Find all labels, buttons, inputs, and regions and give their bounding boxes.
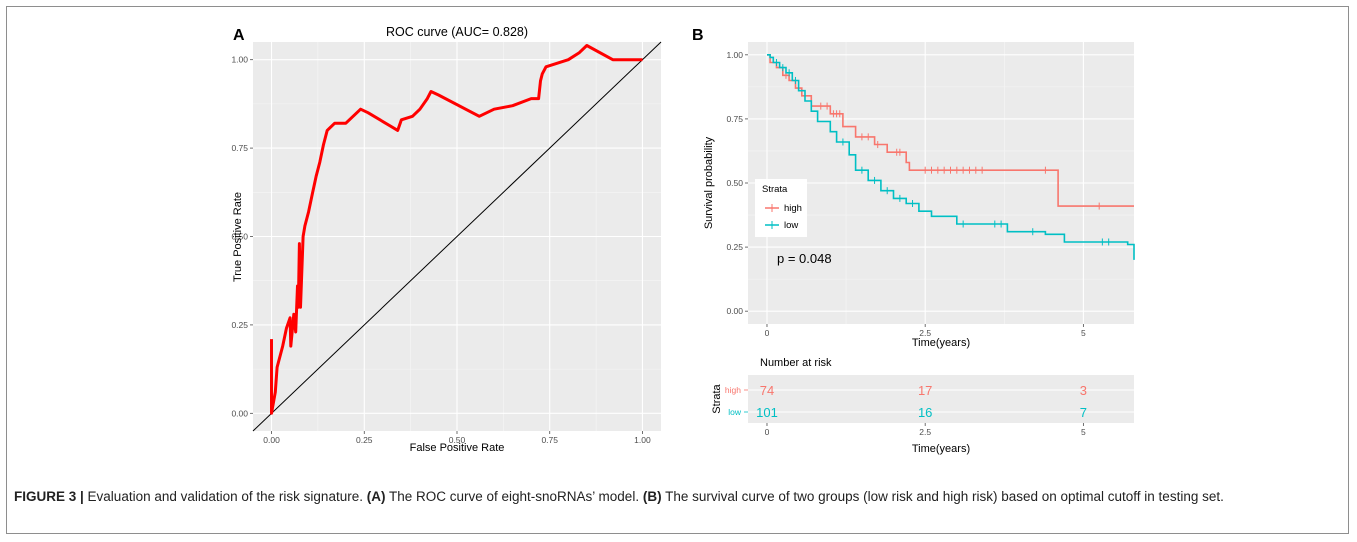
risk-table-y-title: Strata (711, 383, 723, 413)
legend-title: Strata (762, 184, 788, 195)
panel-label-a: A (233, 27, 245, 44)
survival-y-tick-label: 0.25 (726, 242, 743, 252)
survival-y-tick-label: 0.75 (726, 114, 743, 124)
roc-y-tick-label: 0.75 (231, 143, 248, 153)
caption-panel-a-text: The ROC curve of eight-snoRNAs’ model. (385, 489, 643, 504)
roc-grid (253, 42, 661, 431)
survival-chart: 0 2.5 5 0.00 0.25 0.50 0.75 1.00 Time(years) Su… (703, 42, 1135, 455)
survival-x-tick-label: 0 (765, 328, 770, 338)
figure-graphic: A B 0.00 0.00 0.25 0.25 0.50 0.50 0.75 0.75 1.00… (231, 25, 1135, 455)
risk-count-low: 7 (1080, 405, 1087, 420)
legend-box (755, 179, 807, 237)
risk-x-tick-label: 2.5 (919, 427, 931, 437)
survival-y-tick-label: 0.00 (726, 306, 743, 316)
roc-reference-diagonal (252, 41, 662, 432)
risk-count-high: 74 (760, 383, 774, 398)
roc-title: ROC curve (AUC= 0.828) (386, 25, 528, 39)
roc-x-tick-label: 0.75 (541, 435, 558, 445)
survival-legend: Strata high low (755, 179, 807, 237)
roc-x-tick-label: 1.00 (634, 435, 651, 445)
risk-count-low: 16 (918, 405, 932, 420)
roc-x-axis-title: False Positive Rate (410, 442, 505, 454)
survival-curve-low (767, 54, 1135, 260)
survival-y-axis-title: Survival probability (703, 136, 715, 229)
risk-table-title: Number at risk (760, 357, 832, 369)
caption-figure-label: FIGURE 3 | (14, 489, 84, 504)
survival-grid (748, 42, 1134, 324)
roc-y-tick-label: 0.25 (231, 320, 248, 330)
legend-label-low: low (784, 220, 798, 231)
risk-count-low: 101 (756, 405, 778, 420)
risk-count-high: 17 (918, 383, 932, 398)
risk-x-tick-label: 5 (1081, 427, 1086, 437)
risk-row-label-high: high (725, 385, 741, 395)
risk-table-background (748, 375, 1134, 423)
roc-y-tick-label: 1.00 (231, 55, 248, 65)
risk-table-x-title: Time(years) (912, 443, 970, 455)
caption-panel-b-label: (B) (642, 489, 662, 504)
p-value-annotation: p = 0.048 (777, 251, 832, 266)
roc-y-axis-title: True Positive Rate (232, 192, 244, 282)
roc-chart: 0.00 0.00 0.25 0.25 0.50 0.50 0.75 0.75 1.00 1.00… (231, 25, 662, 454)
survival-x-tick-label: 2.5 (919, 328, 931, 338)
survival-ticks: 0 2.5 5 0.00 0.25 0.50 0.75 1.00 (726, 50, 1086, 338)
legend-label-high: high (784, 203, 802, 214)
figure-caption: FIGURE 3 | Evaluation and validation of … (14, 486, 1344, 507)
survival-y-tick-label: 0.50 (726, 178, 743, 188)
panel-label-b: B (692, 27, 704, 44)
risk-count-high: 3 (1080, 383, 1087, 398)
caption-panel-a-label: (A) (366, 489, 386, 504)
roc-ticks: 0.00 0.00 0.25 0.25 0.50 0.50 0.75 0.75 1.00 1.00 (231, 55, 651, 445)
roc-x-tick-label: 0.00 (263, 435, 280, 445)
risk-table-grid: 0 2.5 5 high low (725, 385, 1134, 437)
caption-text: Evaluation and validation of the risk si… (83, 489, 367, 504)
caption-panel-b-text: The survival curve of two groups (low ri… (661, 489, 1224, 504)
survival-x-axis-title: Time(years) (912, 337, 970, 349)
roc-curve-line (270, 44, 643, 415)
survival-lines (767, 54, 1135, 260)
roc-x-tick-label: 0.25 (356, 435, 373, 445)
figure-frame (6, 6, 1349, 534)
roc-x-tick-label: 0.50 (449, 435, 466, 445)
roc-y-tick-label: 0.50 (231, 232, 248, 242)
roc-y-tick-label: 0.00 (231, 408, 248, 418)
roc-lines (252, 41, 662, 432)
risk-row-label-low: low (728, 407, 742, 417)
risk-x-tick-label: 0 (765, 427, 770, 437)
survival-x-tick-label: 5 (1081, 328, 1086, 338)
risk-table-cells: 74 17 3 101 16 7 (756, 383, 1087, 420)
survival-y-tick-label: 1.00 (726, 50, 743, 60)
